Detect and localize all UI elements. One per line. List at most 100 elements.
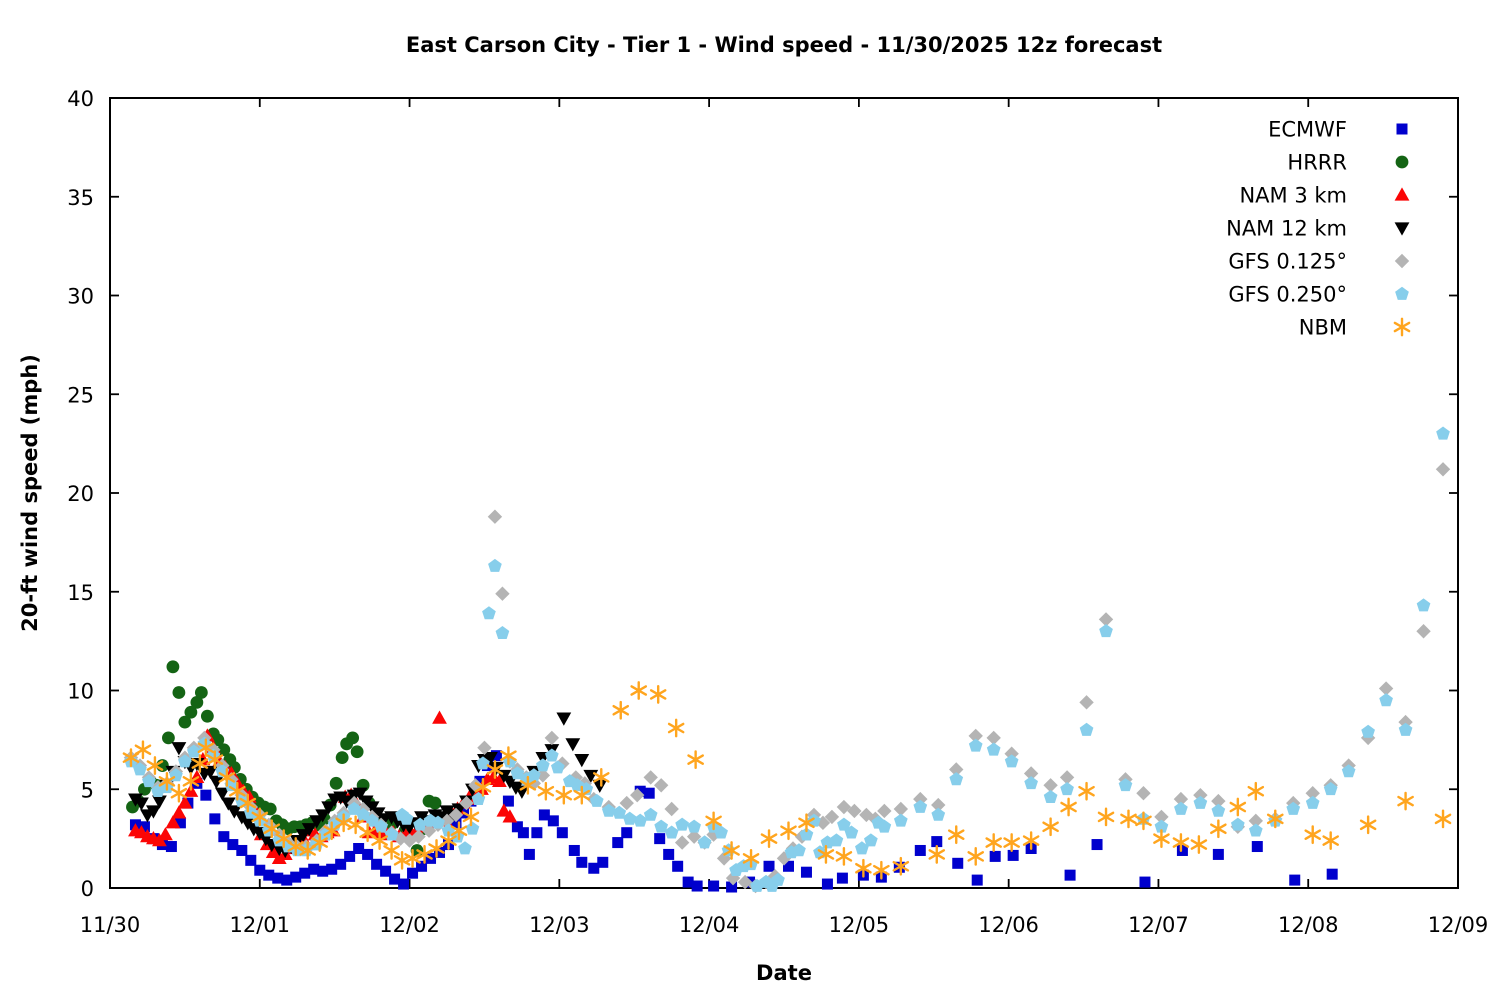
- marker-asterisk: [1060, 797, 1077, 817]
- marker-square: [523, 848, 535, 860]
- asterisk-stroke: [742, 853, 760, 864]
- marker-pentagon: [1230, 817, 1245, 831]
- marker-square: [138, 821, 150, 833]
- marker-triangle-down: [128, 793, 143, 807]
- marker-pentagon: [545, 748, 559, 762]
- asterisk-stroke: [182, 776, 200, 787]
- marker-pentagon: [1379, 693, 1393, 707]
- marker-triangle-down: [508, 781, 524, 795]
- x-tick-label: 12/07: [1128, 913, 1189, 937]
- marker-square: [290, 871, 302, 883]
- marker-diamond: [664, 801, 679, 817]
- marker-triangle-up: [271, 850, 287, 864]
- marker-asterisk: [947, 825, 965, 845]
- marker-circle: [190, 695, 204, 709]
- marker-diamond: [1059, 770, 1075, 785]
- marker-asterisk: [383, 841, 400, 860]
- marker-triangle-up: [177, 795, 193, 809]
- marker-pentagon: [612, 805, 627, 819]
- marker-pentagon: [1099, 624, 1113, 638]
- marker-pentagon: [1060, 782, 1074, 796]
- marker-diamond: [1305, 786, 1320, 801]
- marker-diamond: [448, 807, 464, 823]
- marker-pentagon: [986, 742, 1001, 756]
- marker-pentagon: [697, 835, 712, 849]
- marker-pentagon: [913, 799, 928, 813]
- marker-pentagon: [431, 815, 445, 829]
- legend-label-gfs-0-250-: GFS 0.250°: [1228, 283, 1347, 307]
- marker-pentagon: [1193, 795, 1208, 809]
- asterisk-stroke: [347, 819, 364, 831]
- marker-square: [597, 856, 609, 868]
- marker-square: [1212, 848, 1224, 860]
- marker-pentagon: [771, 872, 785, 886]
- asterisk-stroke: [462, 811, 480, 823]
- legend-label-ecmwf: ECMWF: [1268, 118, 1347, 142]
- marker-diamond: [1023, 766, 1039, 781]
- asterisk-stroke: [1172, 837, 1190, 848]
- y-tick-label: 35: [67, 186, 94, 210]
- marker-diamond: [1435, 462, 1451, 477]
- marker-asterisk: [705, 811, 722, 831]
- x-tick-label: 12/01: [230, 913, 291, 937]
- asterisk-stroke: [474, 781, 492, 793]
- marker-pentagon: [536, 758, 550, 772]
- asterisk-stroke: [1153, 833, 1170, 844]
- legend-label-nbm: NBM: [1299, 316, 1347, 340]
- marker-pentagon: [1211, 803, 1226, 817]
- asterisk-stroke: [197, 742, 215, 754]
- marker-pentagon: [844, 825, 859, 839]
- marker-asterisk: [1135, 811, 1152, 831]
- marker-square: [612, 837, 624, 849]
- marker-square: [308, 863, 320, 875]
- marker-pentagon: [1305, 795, 1320, 809]
- marker-square: [952, 857, 964, 869]
- asterisk-stroke: [723, 845, 740, 856]
- marker-circle: [335, 751, 349, 765]
- marker-diamond: [1248, 813, 1263, 829]
- marker-circle: [346, 731, 360, 745]
- marker-square: [1289, 874, 1301, 886]
- marker-circle: [350, 745, 364, 759]
- marker-pentagon: [1398, 722, 1413, 736]
- marker-triangle-down: [220, 797, 236, 811]
- marker-diamond: [468, 778, 483, 793]
- marker-asterisk: [287, 837, 305, 856]
- marker-asterisk: [1266, 809, 1284, 829]
- marker-asterisk: [197, 738, 215, 758]
- asterisk-stroke: [450, 825, 468, 837]
- marker-pentagon: [399, 811, 414, 825]
- marker-triangle-down: [414, 811, 429, 825]
- marker-square: [1007, 849, 1019, 861]
- asterisk-stroke: [170, 787, 188, 799]
- marker-asterisk: [1210, 819, 1227, 839]
- marker-square: [1064, 869, 1076, 881]
- marker-pentagon: [488, 558, 502, 572]
- marker-square: [209, 813, 221, 825]
- asterisk-stroke: [263, 823, 281, 835]
- marker-square: [474, 775, 486, 787]
- marker-triangle-down: [309, 815, 325, 829]
- marker-pentagon: [837, 817, 851, 831]
- marker-asterisk: [158, 771, 176, 791]
- marker-square: [416, 860, 428, 872]
- marker-diamond: [544, 730, 560, 746]
- marker-square: [782, 860, 794, 872]
- asterisk-stroke: [760, 833, 778, 844]
- asterisk-stroke: [855, 862, 872, 874]
- marker-pentagon: [931, 807, 946, 821]
- marker-triangle-up: [496, 803, 512, 817]
- marker-pentagon: [855, 841, 869, 855]
- marker-asterisk: [393, 850, 411, 870]
- marker-triangle-down: [171, 742, 187, 756]
- marker-square: [836, 872, 848, 884]
- marker-square: [1091, 839, 1103, 851]
- marker-circle: [200, 709, 214, 723]
- asterisk-stroke: [928, 849, 946, 860]
- marker-asterisk: [229, 781, 246, 801]
- marker-asterisk: [239, 793, 257, 813]
- marker-asterisk: [592, 768, 610, 787]
- marker-diamond: [686, 829, 702, 844]
- marker-diamond: [824, 809, 840, 825]
- marker-triangle-down: [352, 787, 368, 801]
